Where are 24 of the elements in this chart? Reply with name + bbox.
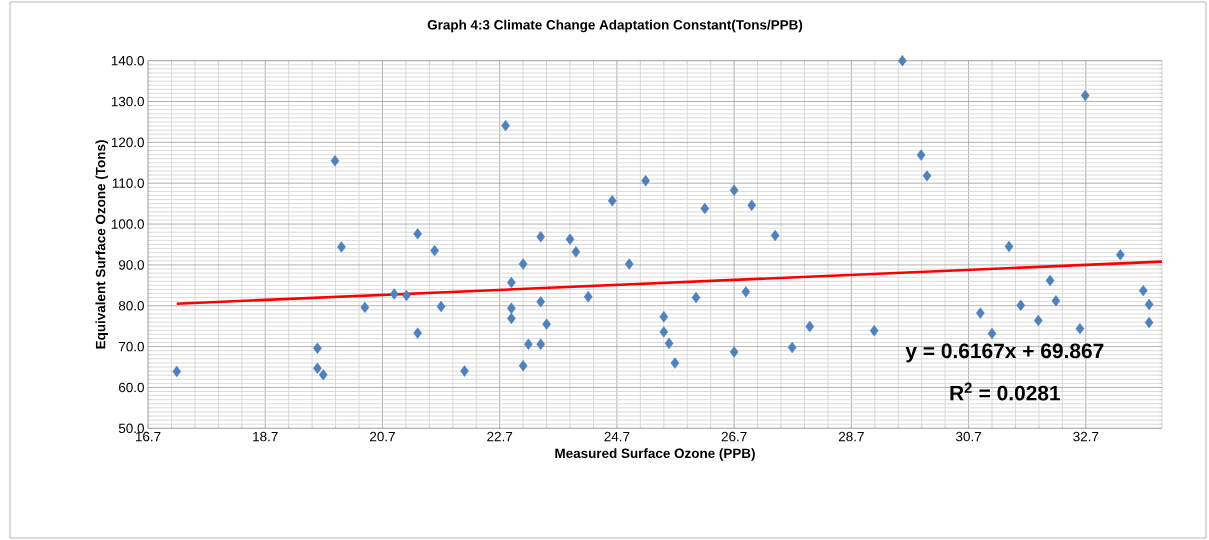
y-tick-label: 90.0 [118, 260, 144, 270]
x-tick-label: 28.7 [838, 431, 864, 442]
x-tick-label: 24.7 [604, 431, 630, 442]
chart-title: Graph 4:3 Climate Change Adaptation Constant(Tons/PPB) [427, 19, 803, 33]
y-tick-label: 60.0 [119, 382, 144, 393]
x-tick-label: 32.7 [1073, 431, 1099, 442]
annotation: y = 0.6167x + 69.867 [905, 343, 1104, 363]
y-tick-label: 80.0 [118, 300, 144, 311]
x-tick-label: 16.7 [135, 431, 161, 442]
y-tick-label: 120.0 [111, 137, 144, 148]
x-tick-label: 26.7 [721, 431, 747, 442]
x-axis-title: Measured Surface Ozone (PPB) [555, 448, 755, 461]
y-tick-label: 140.0 [111, 55, 144, 66]
y-tick-label: 70.0 [119, 341, 144, 352]
x-tick-label: 30.7 [956, 431, 981, 442]
x-tick-label: 22.7 [487, 431, 513, 442]
x-tick-label: 18.7 [253, 431, 278, 442]
y-axis-title: Equivalent Surface Ozone (Tons) [95, 140, 108, 349]
y-tick-label: 110.0 [112, 178, 144, 188]
y-tick-label: 130.0 [111, 96, 144, 107]
x-tick-label: 20.7 [370, 431, 395, 442]
y-tick-label: 50.0 [118, 423, 144, 434]
y-tick-label: 100.0 [111, 219, 144, 229]
annotation: R$^{2}$ = 0.0281 [950, 382, 1061, 401]
